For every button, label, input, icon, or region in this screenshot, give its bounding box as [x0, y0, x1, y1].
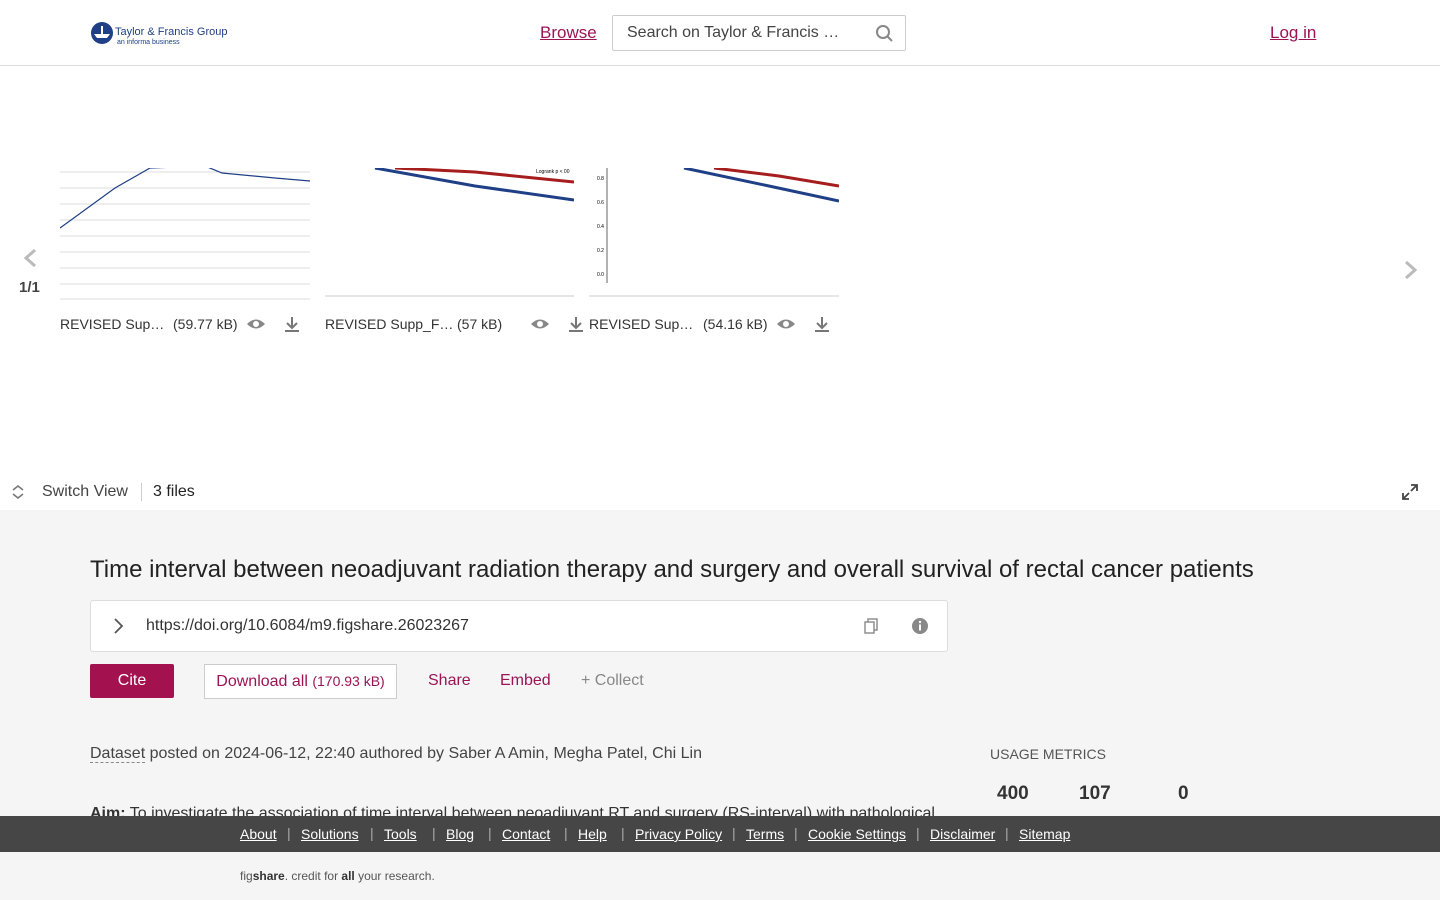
thumb-tick-label: 0.4 [597, 224, 604, 230]
footer-separator: | [432, 825, 436, 841]
share-button[interactable]: Share [428, 672, 471, 689]
download-icon[interactable] [567, 315, 585, 333]
footer-separator: | [1005, 825, 1009, 841]
thumb-tick-label: 0.6 [597, 200, 604, 206]
preview-icon[interactable] [530, 316, 550, 332]
next-arrow[interactable] [1402, 260, 1420, 282]
footer-separator: | [564, 825, 568, 841]
footer-separator: | [287, 825, 291, 841]
preview-icon[interactable] [776, 316, 796, 332]
brand-sub: an informa business [117, 39, 180, 46]
footer-separator: | [488, 825, 492, 841]
search-box[interactable]: Search on Taylor & Francis … [612, 15, 906, 51]
prev-arrow[interactable] [22, 248, 40, 270]
tagline-part: . credit for [284, 869, 342, 883]
footer-separator: | [621, 825, 625, 841]
brand-name: Taylor & Francis Group [115, 26, 228, 38]
tagline-part: your research. [354, 869, 435, 883]
file-size: (57 kB) [457, 316, 503, 332]
login-link[interactable]: Log in [1270, 23, 1317, 42]
metric-value: 107 [1079, 783, 1111, 804]
footer-link[interactable]: Help [578, 826, 607, 842]
footer-link[interactable]: Blog [446, 826, 475, 842]
thumb-tick-label: 0.0 [597, 272, 604, 278]
footer-link[interactable]: Privacy Policy [635, 826, 723, 842]
tagline-part: fig [240, 869, 253, 883]
doi-link[interactable]: https://doi.org/10.6084/m9.figshare.2602… [146, 617, 469, 634]
search-placeholder: Search on Taylor & Francis … [627, 24, 840, 41]
fullscreen-icon[interactable] [1401, 483, 1419, 501]
doi-expand[interactable] [111, 617, 125, 635]
footer-separator: | [732, 825, 736, 841]
footer-link[interactable]: Tools [384, 826, 417, 842]
footer-separator: | [794, 825, 798, 841]
tagline-part: all [341, 869, 355, 883]
thumb-tick-label: 0.2 [597, 248, 604, 254]
thumbnail-3[interactable]: 0.8 0.6 0.4 0.2 0.0 [589, 168, 839, 300]
item-type[interactable]: Dataset [90, 745, 146, 763]
footer-link[interactable]: About [240, 826, 277, 842]
footer-separator: | [916, 825, 920, 841]
download-label: Download all [216, 673, 308, 690]
carousel-counter: 1/1 [19, 279, 40, 296]
collect-button[interactable]: + Collect [581, 672, 644, 689]
thumbnail-2[interactable]: Logrank p < 00 [325, 168, 574, 300]
info-icon[interactable] [911, 617, 929, 635]
footer-links: About Solutions | Tools | Blog | Contact | Help | P… [0, 816, 1440, 852]
footer: About Solutions | Tools | Blog | Contact | Help | P… [0, 816, 1440, 900]
download-all-button[interactable]: Download all (170.93 kB) [204, 664, 397, 699]
file-name[interactable]: REVISED Sup… [589, 316, 694, 332]
brand-logo-icon [91, 22, 113, 44]
metric-value: 0 [1178, 783, 1189, 804]
posted-info: posted on 2024-06-12, 22:40 authored by … [149, 745, 702, 762]
toolbar-separator [141, 483, 142, 501]
files-count: 3 files [153, 483, 195, 500]
footer-link[interactable]: Solutions [301, 826, 359, 842]
file-name[interactable]: REVISED Sup… [60, 316, 165, 332]
site-header: Taylor & Francis Group an informa busine… [0, 0, 1440, 66]
download-icon[interactable] [813, 315, 831, 333]
tagline: figshare. credit for all your research. [240, 869, 435, 883]
item-meta: Dataset posted on 2024-06-12, 22:40 auth… [90, 745, 702, 763]
thumbnail-1[interactable] [60, 168, 310, 300]
footer-link[interactable]: Disclaimer [930, 826, 996, 842]
file-size: (59.77 kB) [173, 316, 238, 332]
thumb-note: Logrank p < 00 [536, 169, 570, 175]
metrics-heading: USAGE METRICS [990, 746, 1106, 762]
thumb-tick-label: 0.8 [597, 176, 604, 182]
copy-icon[interactable] [863, 617, 881, 635]
switch-view-icon[interactable] [10, 484, 26, 500]
article-title: Time interval between neoadjuvant radiat… [90, 556, 1254, 583]
switch-view[interactable]: Switch View [42, 483, 128, 500]
preview-icon[interactable] [246, 316, 266, 332]
file-size: (54.16 kB) [703, 316, 768, 332]
search-icon[interactable] [875, 24, 895, 44]
metric-value: 400 [997, 783, 1029, 804]
embed-button[interactable]: Embed [500, 672, 551, 689]
file-name[interactable]: REVISED Supp_F… [325, 316, 454, 332]
download-size: (170.93 kB) [312, 673, 385, 689]
tagline-part: share [252, 869, 285, 883]
footer-link[interactable]: Terms [746, 826, 785, 842]
cite-button[interactable]: Cite [90, 664, 174, 698]
footer-separator: | [370, 825, 374, 841]
doi-box: https://doi.org/10.6084/m9.figshare.2602… [90, 600, 948, 652]
footer-link[interactable]: Cookie Settings [808, 826, 907, 842]
download-icon[interactable] [283, 315, 301, 333]
footer-link[interactable]: Sitemap [1019, 826, 1071, 842]
browse-link[interactable]: Browse [540, 23, 597, 42]
footer-link[interactable]: Contact [502, 826, 551, 842]
